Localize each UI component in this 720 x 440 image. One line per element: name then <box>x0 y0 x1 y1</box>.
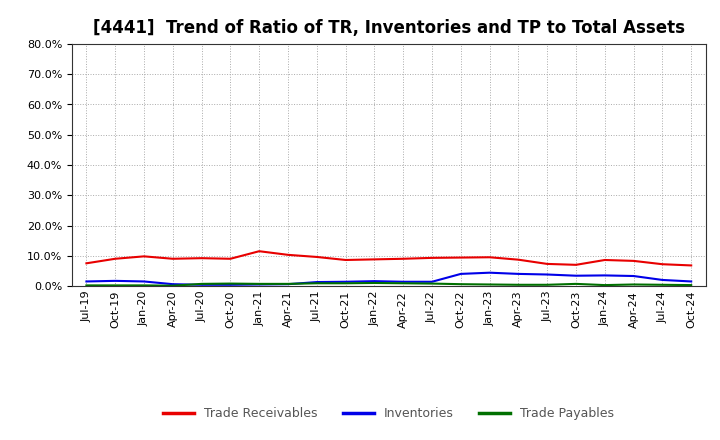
Trade Payables <box>370 280 379 286</box>
Trade Receivables <box>140 254 148 259</box>
Inventories <box>284 282 292 287</box>
Trade Receivables <box>341 257 350 263</box>
Inventories <box>456 271 465 277</box>
Trade Receivables <box>399 256 408 261</box>
Trade Receivables <box>284 252 292 257</box>
Inventories <box>255 282 264 287</box>
Trade Payables <box>255 281 264 286</box>
Trade Payables <box>658 282 667 287</box>
Trade Payables <box>168 283 177 288</box>
Inventories <box>572 273 580 279</box>
Trade Payables <box>399 281 408 286</box>
Trade Payables <box>456 282 465 287</box>
Inventories <box>514 271 523 277</box>
Trade Payables <box>428 281 436 286</box>
Inventories <box>687 279 696 284</box>
Trade Receivables <box>111 256 120 261</box>
Inventories <box>168 282 177 287</box>
Trade Payables <box>514 282 523 287</box>
Inventories <box>543 272 552 277</box>
Inventories <box>82 279 91 284</box>
Trade Payables <box>543 282 552 287</box>
Trade Receivables <box>485 255 494 260</box>
Trade Payables <box>341 281 350 286</box>
Trade Receivables <box>370 257 379 262</box>
Inventories <box>370 279 379 284</box>
Trade Receivables <box>514 257 523 262</box>
Inventories <box>428 279 436 284</box>
Title: [4441]  Trend of Ratio of TR, Inventories and TP to Total Assets: [4441] Trend of Ratio of TR, Inventories… <box>93 19 685 37</box>
Trade Receivables <box>687 263 696 268</box>
Trade Payables <box>111 283 120 288</box>
Trade Receivables <box>658 261 667 267</box>
Trade Receivables <box>82 260 91 266</box>
Trade Receivables <box>226 256 235 261</box>
Trade Payables <box>140 283 148 288</box>
Trade Receivables <box>600 257 609 263</box>
Trade Receivables <box>168 256 177 261</box>
Inventories <box>485 270 494 275</box>
Inventories <box>629 273 638 279</box>
Trade Payables <box>687 282 696 288</box>
Trade Receivables <box>543 261 552 267</box>
Inventories <box>341 279 350 284</box>
Legend: Trade Receivables, Inventories, Trade Payables: Trade Receivables, Inventories, Trade Pa… <box>158 402 619 425</box>
Line: Trade Receivables: Trade Receivables <box>86 251 691 265</box>
Trade Payables <box>485 282 494 287</box>
Inventories <box>600 273 609 278</box>
Trade Payables <box>82 283 91 288</box>
Line: Trade Payables: Trade Payables <box>86 283 691 286</box>
Inventories <box>111 278 120 283</box>
Trade Receivables <box>629 258 638 264</box>
Trade Payables <box>600 282 609 288</box>
Trade Receivables <box>255 249 264 254</box>
Inventories <box>226 282 235 287</box>
Trade Receivables <box>456 255 465 260</box>
Trade Payables <box>629 282 638 287</box>
Trade Payables <box>226 281 235 286</box>
Trade Payables <box>572 281 580 286</box>
Trade Receivables <box>428 255 436 260</box>
Inventories <box>140 279 148 284</box>
Trade Payables <box>197 281 206 286</box>
Trade Payables <box>312 281 321 286</box>
Trade Receivables <box>312 254 321 260</box>
Line: Inventories: Inventories <box>86 273 691 285</box>
Inventories <box>312 279 321 285</box>
Trade Payables <box>284 281 292 286</box>
Trade Receivables <box>197 256 206 261</box>
Trade Receivables <box>572 262 580 268</box>
Inventories <box>197 282 206 287</box>
Inventories <box>399 279 408 284</box>
Inventories <box>658 277 667 282</box>
